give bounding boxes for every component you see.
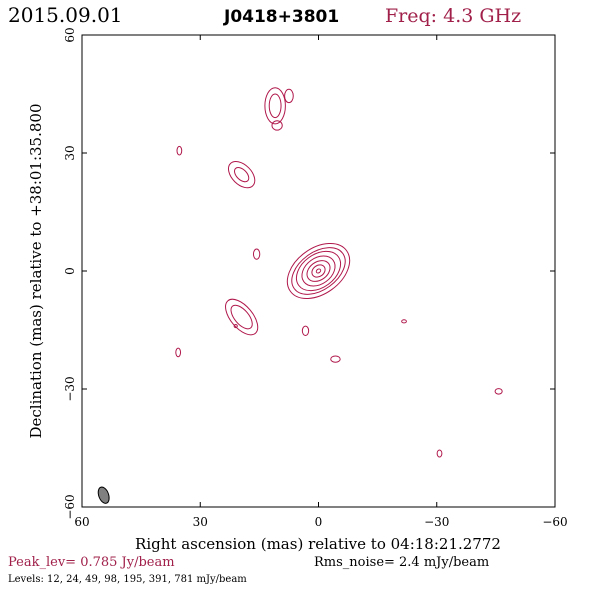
contour-line-core-5 (311, 264, 326, 278)
contour-line-blob-3-0 (176, 145, 183, 156)
x-tick-label: 60 (74, 515, 89, 529)
contour-line-core-4 (306, 260, 331, 282)
component-blob-11 (436, 449, 443, 458)
contour-line-blob-6-0 (175, 347, 182, 358)
contour-line-knot-top-1 (268, 93, 282, 119)
component-blob-5 (233, 323, 238, 329)
contour-line-blob-9-0 (401, 319, 407, 324)
plot-frame (81, 34, 556, 508)
x-tick-label: −30 (424, 515, 449, 529)
component-blob-3 (176, 145, 183, 156)
component-knot-north (227, 160, 256, 189)
component-blob-9 (401, 319, 407, 324)
contour-line-blob-10-0 (494, 388, 503, 395)
x-tick-label: −60 (542, 515, 567, 529)
axis-ticks (81, 34, 556, 508)
contour-line-knot-south-0 (225, 298, 259, 336)
component-blob-7 (301, 325, 310, 337)
contour-line-blob-11-0 (436, 449, 443, 458)
component-blob-4 (252, 248, 261, 260)
component-blob-6 (175, 347, 182, 358)
component-blob-10 (494, 388, 503, 395)
component-blob-2 (271, 120, 283, 131)
contour-line-blob-5-0 (233, 323, 238, 329)
contour-line-core-0 (286, 242, 351, 300)
component-knot-south (225, 298, 259, 336)
y-tick-label: 30 (63, 145, 77, 160)
contour-line-blob-4-0 (252, 248, 261, 260)
y-tick-label: 60 (63, 27, 77, 42)
contour-line-blob-8-0 (330, 355, 341, 363)
contour-line-blob-7-0 (301, 325, 310, 337)
x-tick-label: 0 (315, 515, 323, 529)
contour-levels-text: Levels: 12, 24, 49, 98, 195, 391, 781 mJ… (8, 574, 247, 585)
component-core (286, 242, 351, 300)
beam-layer (97, 486, 110, 504)
y-tick-label: −30 (63, 376, 77, 401)
contour-layer (175, 87, 503, 458)
component-knot-top (264, 87, 286, 125)
frequency-label: Freq: 4.3 GHz (385, 5, 521, 27)
rms-noise-text: Rms_noise= 2.4 mJy/beam (314, 555, 489, 570)
contour-line-knot-south-1 (230, 304, 253, 330)
contour-line-knot-top-0 (264, 87, 286, 125)
contour-line-core-3 (301, 255, 336, 287)
y-tick-label: 0 (63, 267, 77, 275)
contour-line-core-6 (315, 268, 322, 274)
contour-line-core-2 (295, 250, 342, 292)
contour-line-core-1 (291, 247, 346, 295)
beam-ellipse (97, 486, 110, 504)
x-axis-label: Right ascension (mas) relative to 04:18:… (135, 535, 501, 553)
peak-level-text: Peak_lev= 0.785 Jy/beam (8, 555, 175, 570)
source-name: J0418+3801 (223, 7, 339, 27)
contour-line-knot-north-1 (234, 167, 250, 183)
observation-date: 2015.09.01 (8, 3, 123, 27)
x-tick-label: 30 (193, 515, 208, 529)
component-blob-1 (284, 88, 294, 104)
contour-line-blob-2-0 (271, 120, 283, 131)
y-axis-label: Declination (mas) relative to +38:01:35.… (27, 103, 45, 438)
y-tick-label: −60 (63, 494, 77, 519)
contour-line-knot-north-0 (227, 160, 256, 189)
component-blob-8 (330, 355, 341, 363)
contour-line-blob-1-0 (284, 88, 294, 104)
